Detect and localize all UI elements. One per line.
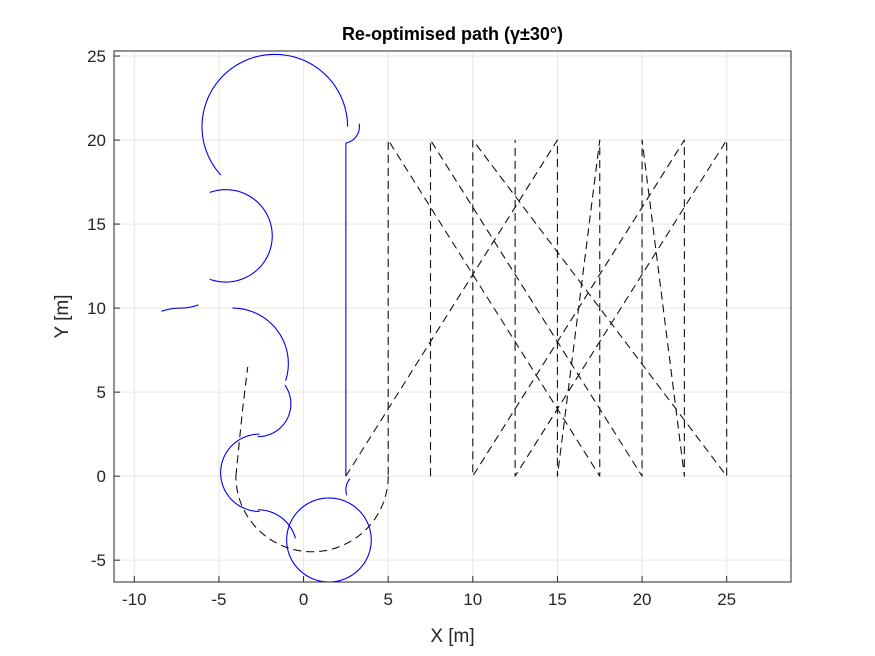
- lawnmower-path-series: [235, 139, 728, 553]
- y-tick-label: 0: [97, 467, 106, 486]
- solid-path-segment: [201, 53, 349, 176]
- y-axis-label: Y [m]: [52, 295, 73, 339]
- y-tick-label: 5: [97, 383, 106, 402]
- dashed-path-segment: [235, 476, 389, 553]
- y-tick-label: 10: [87, 299, 106, 318]
- x-axis-label: X [m]: [430, 626, 474, 647]
- chart-title: Re-optimised path (γ±30°): [342, 24, 563, 44]
- solid-path-segment: [257, 509, 296, 539]
- solid-path-segment: [286, 497, 372, 583]
- y-tick-label: 25: [87, 47, 106, 66]
- solid-path-segment: [179, 304, 199, 309]
- axes-box: [113, 50, 792, 583]
- solid-path-segment: [232, 307, 289, 381]
- optimised-path-series: [161, 53, 372, 583]
- y-tick-label: 15: [87, 215, 106, 234]
- x-tick-label: -5: [211, 590, 226, 609]
- dashed-path-segment: [429, 139, 728, 477]
- x-tick-label: 10: [463, 590, 482, 609]
- solid-path-segment: [161, 307, 181, 312]
- y-tick-label: 20: [87, 131, 106, 150]
- x-tick-label: 0: [299, 590, 308, 609]
- ticks: -10 -5 0 5 10 15 20 25 -5 0 5 10 15 20 25: [87, 47, 736, 609]
- x-tick-label: -10: [122, 590, 147, 609]
- solid-path-segment: [209, 189, 273, 283]
- x-tick-label: 20: [633, 590, 652, 609]
- dashed-path-segment: [345, 139, 601, 477]
- dashed-path-segment: [235, 366, 249, 477]
- plot-lines: [161, 53, 728, 583]
- solid-path-segment: [345, 478, 351, 496]
- solid-path-segment: [345, 123, 360, 144]
- solid-path-segment: [257, 384, 292, 438]
- x-tick-label: 5: [383, 590, 392, 609]
- y-tick-label: -5: [91, 551, 106, 570]
- solid-path-segment: [220, 433, 260, 512]
- x-tick-label: 25: [717, 590, 736, 609]
- x-tick-label: 15: [548, 590, 567, 609]
